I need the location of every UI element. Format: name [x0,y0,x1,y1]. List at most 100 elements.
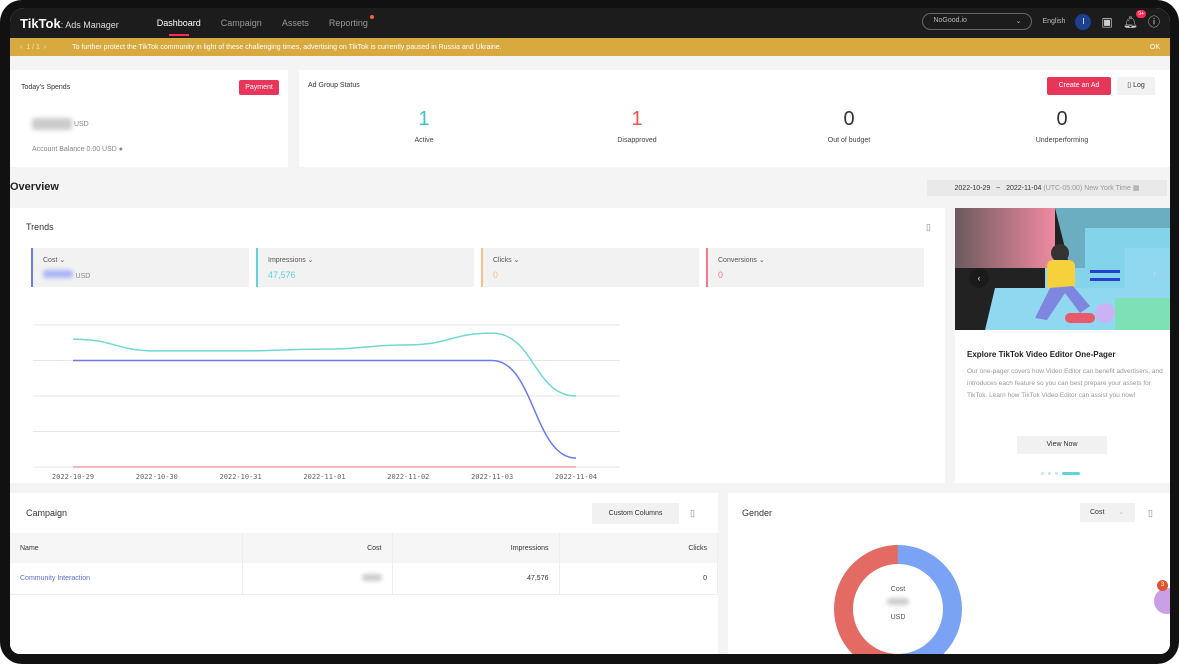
banner-ok-button[interactable]: OK [1149,43,1160,51]
cost-value-blurred [43,270,73,278]
col-impressions[interactable]: Impressions [392,533,560,563]
gender-metric-select[interactable]: Cost ⌄ [1080,503,1135,522]
export-icon[interactable]: ▯ [690,508,695,518]
table-header: Name Cost Impressions Clicks [10,533,718,563]
language-select[interactable]: English [1042,18,1066,25]
top-nav: TikTok: Ads Manager Dashboard Campaign A… [10,8,1170,38]
spends-title: Today's Spends [21,84,71,91]
date-range-picker[interactable]: 2022-10-29 ~ 2022-11-04 (UTC-05:00) New … [927,180,1167,196]
stat-value: 1 [418,108,430,130]
nav-assets[interactable]: Assets [281,18,309,28]
metric-conversions[interactable]: Conversions ⌄ 0 [706,248,924,287]
logo-text: TikTok [20,15,61,31]
payment-button[interactable]: Payment [239,80,279,95]
metric-label: Conversions [718,257,757,264]
promo-card: ‹ › Explore TikTok Video Editor One-Page… [955,208,1170,483]
table-row: Community Interaction 47,576 0 [10,563,718,595]
spend-amount-blurred [32,118,72,130]
briefcase-icon[interactable]: ▣ [1101,14,1113,29]
stat-label: Disapproved [617,137,657,144]
metric-clicks[interactable]: Clicks ⌄ 0 [481,248,699,287]
create-ad-button[interactable]: Create an Ad [1047,77,1111,95]
timezone: (UTC-05:00) New York Time [1043,185,1131,192]
nav-dashboard[interactable]: Dashboard [157,14,201,36]
x-tick-label: 2022-11-03 [471,473,513,481]
donut-label: Cost [890,586,906,593]
logo-sub: : Ads Manager [60,19,119,30]
ad-group-title: Ad Group Status [308,82,360,89]
select-value: Cost [1090,509,1105,516]
log-button[interactable]: ▯ Log [1117,77,1155,95]
metric-value: 47,576 [268,270,296,280]
col-cost[interactable]: Cost [242,533,393,563]
carousel-dot[interactable] [1041,472,1044,475]
carousel-dot[interactable] [1055,472,1058,475]
date-sep: ~ [996,185,1001,192]
col-name[interactable]: Name [10,533,243,563]
account-select[interactable]: NoGood.io ⌄ [922,13,1033,30]
x-tick-label: 2022-10-30 [136,473,178,481]
donut-segment-male[interactable] [898,545,962,654]
trends-title: Trends [26,222,54,232]
export-icon[interactable]: ▯ [926,222,931,232]
x-tick-label: 2022-11-01 [303,473,345,481]
view-now-button[interactable]: View Now [1017,436,1107,454]
carousel-prev-button[interactable]: ‹ [969,268,989,288]
chat-button[interactable] [1154,588,1170,614]
campaign-card: Campaign Custom Columns ▯ Name Cost Impres… [10,493,718,654]
notice-banner: ‹ 1 / 1 › To further protect the TikTok … [10,38,1170,56]
notification-dot [369,15,374,19]
avatar[interactable]: I [1075,13,1092,30]
promo-illustration [955,208,1170,330]
donut-value-blurred [887,598,909,605]
spend-currency: USD [73,120,89,128]
stat-active[interactable]: 1 Active [364,108,484,144]
x-tick-label: 2022-11-04 [555,473,597,481]
carousel-dot-active[interactable] [1062,472,1080,475]
metric-cost[interactable]: Cost ⌄ USD [31,248,249,287]
donut-center: Cost USD [868,583,928,625]
bell-icon[interactable]: 🔔︎ 9+ [1122,9,1146,29]
todays-spends-card: Today's Spends Payment USD Account Balan… [10,70,288,167]
help-icon[interactable]: ⓘ [1147,15,1160,29]
metric-value: 0 [718,270,724,280]
banner-message: To further protect the TikTok community … [72,43,502,51]
series-line-impressions[interactable] [72,332,577,397]
stat-underperforming[interactable]: 0 Underperforming [1002,108,1122,144]
stat-label: Underperforming [1035,137,1089,144]
chevron-down-icon: ⌄ [1118,509,1125,516]
stat-value: 0 [1056,108,1068,130]
logo[interactable]: TikTok: Ads Manager [20,16,119,31]
chevron-down-icon: ⌄ [1015,18,1022,25]
chat-badge: 3 [1157,580,1168,591]
metric-impressions[interactable]: Impressions ⌄ 47,576 [256,248,474,287]
gender-title: Gender [742,508,773,518]
custom-columns-button[interactable]: Custom Columns [592,503,679,524]
trends-chart[interactable]: 2022-10-29 2022-10-30 2022-10-31 2022-11-01… [10,208,945,483]
nav-reporting[interactable]: Reporting [328,14,374,32]
stat-disapproved[interactable]: 1 Disapproved [577,108,697,144]
banner-pager[interactable]: ‹ 1 / 1 › [20,43,47,51]
nav-reporting-label: Reporting [328,18,368,28]
log-label: Log [1133,82,1145,89]
promo-body: Our one-pager covers how Video Editor ca… [967,368,1163,399]
account-name: NoGood.io [933,17,967,24]
info-icon[interactable]: ● [118,146,124,153]
carousel-next-button[interactable]: › [1153,268,1156,278]
campaign-link[interactable]: Community Interaction [10,563,243,595]
pager-text: 1 / 1 [26,43,40,51]
start-date: 2022-10-29 [954,185,991,192]
metric-label: Cost [43,257,58,264]
nav-campaign[interactable]: Campaign [220,18,262,28]
export-icon[interactable]: ▯ [1148,508,1153,518]
stat-value: 1 [631,108,643,130]
carousel-dot[interactable] [1048,472,1051,475]
metric-value: 0 [493,270,499,280]
gender-donut [834,545,962,654]
donut-unit: USD [890,614,906,621]
stat-out-of-budget[interactable]: 0 Out of budget [789,108,909,144]
donut-segment-female[interactable] [834,545,898,654]
col-clicks[interactable]: Clicks [559,533,718,563]
series-line-cost[interactable] [73,359,577,459]
promo-title: Explore TikTok Video Editor One-Pager [967,350,1116,359]
